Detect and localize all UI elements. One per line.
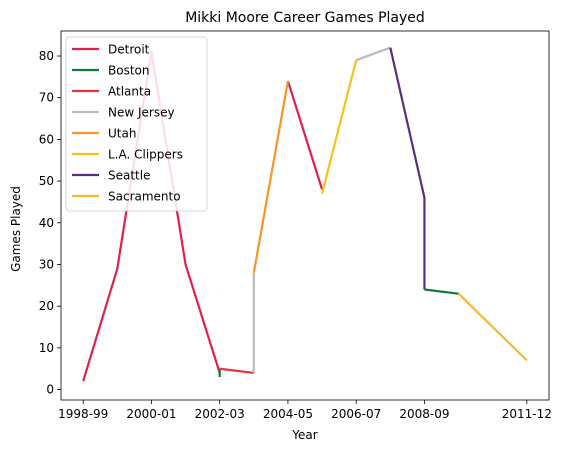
y-tick-label: 70 xyxy=(39,91,54,105)
y-tick-label: 40 xyxy=(39,216,54,230)
x-tick-label: 2004-05 xyxy=(263,407,313,421)
y-tick-label: 10 xyxy=(39,341,54,355)
x-tick-label: 2002-03 xyxy=(195,407,245,421)
y-tick-label: 50 xyxy=(39,174,54,188)
legend-label: Seattle xyxy=(108,169,150,183)
series-line-seattle-1 xyxy=(389,47,426,290)
series-line-l-a-clippers-1 xyxy=(320,59,358,194)
series-line-new-jersey-2 xyxy=(355,46,391,62)
series-line-sacramento-1 xyxy=(457,292,528,362)
y-tick-label: 30 xyxy=(39,257,54,271)
legend-label: L.A. Clippers xyxy=(108,148,183,162)
chart-title: Mikki Moore Career Games Played xyxy=(185,10,425,26)
legend-label: Boston xyxy=(108,64,149,78)
series-line-utah-1 xyxy=(252,80,290,274)
y-tick-label: 20 xyxy=(39,299,54,313)
y-tick-label: 0 xyxy=(46,383,54,397)
y-axis-label: Games Played xyxy=(9,186,23,272)
series-line-atlanta-1 xyxy=(219,367,254,374)
legend-label: Atlanta xyxy=(108,85,151,99)
x-axis-label: Year xyxy=(291,428,317,442)
legend-label: Detroit xyxy=(108,43,150,57)
x-tick-label: 2008-09 xyxy=(399,407,449,421)
legend-label: New Jersey xyxy=(108,106,175,120)
legend-label: Utah xyxy=(108,127,136,141)
y-tick-label: 60 xyxy=(39,132,54,146)
axes-layer: 1998-99 2000-01 2002-03 2004-05 2006-07 2008-… xyxy=(39,30,552,421)
legend-box xyxy=(65,36,208,212)
legend-label: Sacramento xyxy=(108,190,181,204)
y-tick-label: 80 xyxy=(39,49,54,63)
series-line-detroit-2 xyxy=(286,80,324,190)
x-tick-label: 2006-07 xyxy=(331,407,381,421)
legend: Detroit Boston Atlanta New Jersey Utah L.A. C… xyxy=(65,36,208,212)
x-tick-label: 2011-12 xyxy=(502,407,552,421)
plot-frame xyxy=(60,30,550,401)
x-tick-label: 2000-01 xyxy=(126,407,176,421)
series-line-boston-2 xyxy=(424,288,459,295)
x-tick-label: 1998-99 xyxy=(58,407,108,421)
